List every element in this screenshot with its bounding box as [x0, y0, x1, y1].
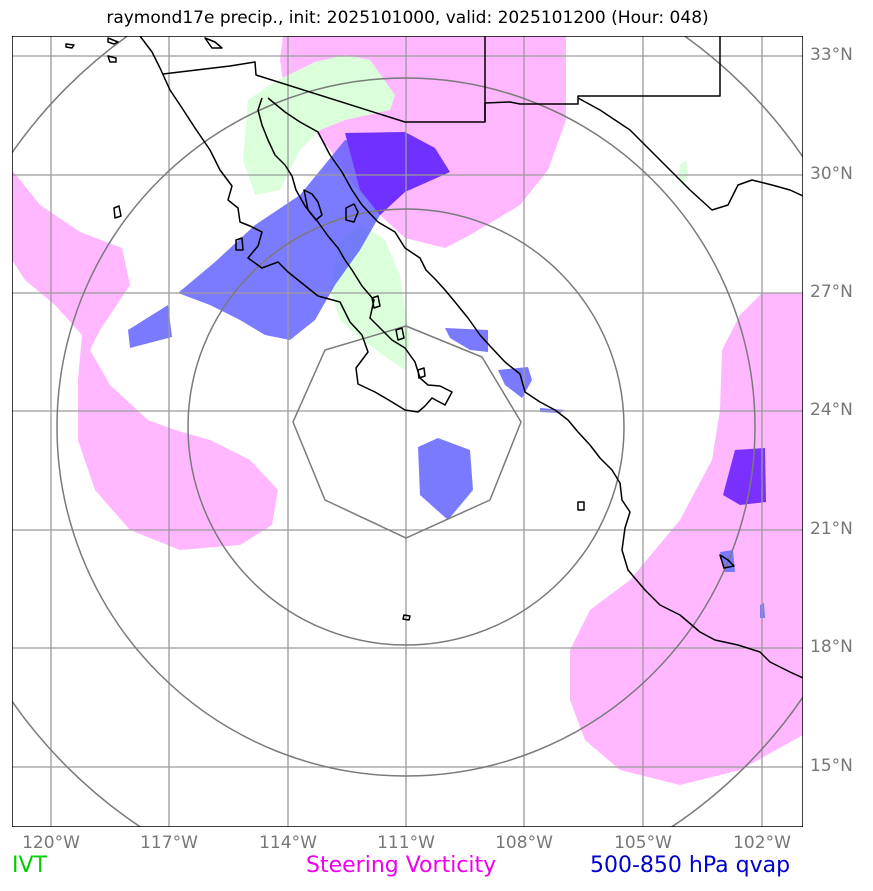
lon-label-105w: 105°W: [614, 833, 672, 853]
lon-label-114w: 114°W: [259, 833, 317, 853]
legend-qvap: 500-850 hPa qvap: [590, 853, 791, 878]
lat-label-21n: 21°N: [810, 519, 853, 539]
lon-label-117w: 117°W: [140, 833, 198, 853]
legend-ivt: IVT: [12, 853, 47, 878]
lon-label-108w: 108°W: [495, 833, 553, 853]
lon-label-102w: 102°W: [733, 833, 791, 853]
lat-label-18n: 18°N: [810, 637, 853, 657]
lon-label-120w: 120°W: [22, 833, 80, 853]
lat-label-27n: 27°N: [810, 282, 853, 302]
legend-steering-vorticity: Steering Vorticity: [306, 853, 497, 878]
lat-label-24n: 24°N: [810, 400, 853, 420]
map-title: raymond17e precip., init: 2025101000, va…: [106, 8, 709, 28]
lat-label-33n: 33°N: [810, 45, 853, 65]
lat-label-15n: 15°N: [810, 756, 853, 776]
lon-label-111w: 111°W: [377, 833, 435, 853]
graticule: [12, 36, 803, 827]
qvap-field: [128, 132, 766, 618]
lat-label-30n: 30°N: [810, 164, 853, 184]
coastlines: [65, 36, 803, 679]
